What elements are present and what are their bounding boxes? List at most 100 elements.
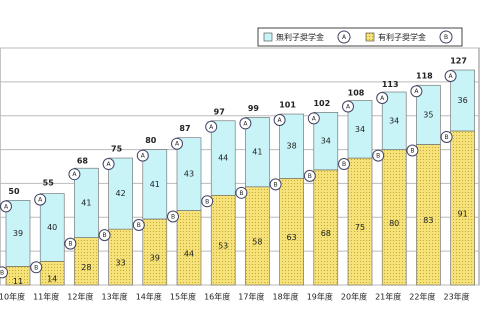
marker-circle: [167, 210, 179, 223]
bar-segment: [279, 178, 304, 286]
x-tick-label: 14年度: [136, 292, 162, 302]
bar-segment: [245, 186, 270, 286]
marker-circle: [132, 218, 145, 231]
marker-circle: [444, 70, 457, 83]
value-label: 36: [458, 96, 468, 105]
marker-label: A: [278, 117, 283, 124]
marker-label: A: [380, 95, 385, 102]
marker-label: B: [0, 269, 4, 276]
total-label: 99: [248, 104, 260, 113]
total-label: 55: [43, 178, 55, 187]
marker-label: B: [239, 190, 243, 197]
legend-label: 無利子奨学金: [276, 32, 324, 42]
total-label: 97: [214, 107, 225, 116]
total-label: 113: [382, 80, 399, 89]
value-label: 14: [47, 275, 57, 284]
marker-label: A: [4, 203, 9, 210]
marker-label: B: [308, 173, 312, 180]
marker-circle: [338, 158, 350, 171]
marker-circle: [136, 149, 149, 162]
value-label: 53: [218, 242, 228, 251]
value-label: 42: [116, 189, 126, 198]
marker-circle: [406, 144, 419, 157]
marker-circle: [410, 85, 423, 98]
value-label: 41: [150, 180, 160, 189]
marker-label: A: [107, 161, 112, 168]
legend-marker: [439, 30, 453, 44]
marker-circle: [269, 178, 282, 191]
marker-circle: [0, 200, 12, 213]
bar-segment: [416, 144, 441, 286]
value-label: 63: [287, 233, 297, 242]
value-label: 91: [458, 209, 468, 218]
bar-segment: [381, 149, 407, 286]
bar-segment: [142, 149, 168, 220]
marker-circle: [34, 193, 47, 206]
value-label: 41: [252, 148, 262, 157]
marker-label: B: [274, 181, 278, 188]
x-tick-label: 22年度: [409, 292, 435, 302]
total-label: 127: [450, 57, 467, 66]
value-label: 34: [389, 116, 399, 125]
marker-label: A: [209, 124, 214, 131]
value-label: 34: [321, 137, 331, 146]
marker-circle: [235, 186, 248, 199]
marker-circle: [201, 195, 214, 208]
marker-label: B: [205, 198, 209, 205]
bar-segment: [108, 157, 133, 230]
bar-segment: [210, 194, 236, 286]
marker-label: B: [34, 264, 38, 271]
marker-label: A: [175, 141, 180, 148]
marker-label: A: [414, 88, 419, 95]
value-label: 38: [287, 142, 297, 151]
marker-label: A: [38, 197, 43, 204]
marker-circle: [303, 169, 316, 182]
marker-circle: [0, 266, 8, 279]
bar-segment: [279, 113, 304, 179]
marker-circle: [372, 149, 385, 162]
legend: 無利子奨学金 A 有利子奨学金 B: [257, 27, 463, 47]
marker-label: B: [68, 241, 72, 248]
x-tick-label: 16年度: [204, 292, 230, 302]
legend-marker-label: A: [342, 34, 347, 41]
total-label: 102: [313, 99, 330, 108]
marker-circle: [30, 261, 43, 274]
x-tick-label: 15年度: [170, 292, 196, 302]
value-label: 33: [116, 259, 126, 268]
bar-segment: [347, 157, 373, 286]
bar-segment: [210, 120, 236, 196]
x-tick-label: 20年度: [341, 292, 367, 302]
marker-label: B: [376, 153, 380, 160]
total-label: 50: [8, 187, 20, 196]
total-label: 108: [348, 89, 365, 98]
marker-circle: [239, 117, 252, 130]
x-tick-label: 18年度: [273, 292, 299, 302]
bar-segment: [176, 137, 202, 211]
marker-label: A: [243, 120, 248, 127]
marker-circle: [440, 130, 453, 143]
x-tick-label: 13年度: [102, 292, 128, 302]
marker-label: B: [342, 161, 346, 168]
marker-circle: [342, 100, 354, 113]
marker-circle: [102, 158, 115, 171]
total-label: 75: [111, 145, 123, 154]
bar-segment: [176, 210, 202, 286]
x-tick-label: 23年度: [444, 292, 470, 302]
plot-area: [0, 47, 480, 286]
legend-marker-label: B: [444, 34, 448, 41]
marker-circle: [98, 229, 111, 242]
marker-label: B: [410, 147, 414, 154]
legend-swatch: [365, 32, 375, 42]
value-label: 80: [389, 219, 399, 228]
bar-segment: [74, 237, 99, 286]
marker-label: A: [449, 73, 454, 80]
value-label: 83: [423, 216, 433, 225]
marker-circle: [68, 168, 81, 181]
value-label: 58: [252, 237, 262, 246]
bar-segment: [142, 218, 168, 286]
bar-segment: [245, 117, 270, 188]
value-label: 34: [355, 125, 365, 134]
value-label: 44: [184, 249, 194, 258]
marker-circle: [273, 114, 286, 127]
total-label: 80: [145, 136, 157, 145]
